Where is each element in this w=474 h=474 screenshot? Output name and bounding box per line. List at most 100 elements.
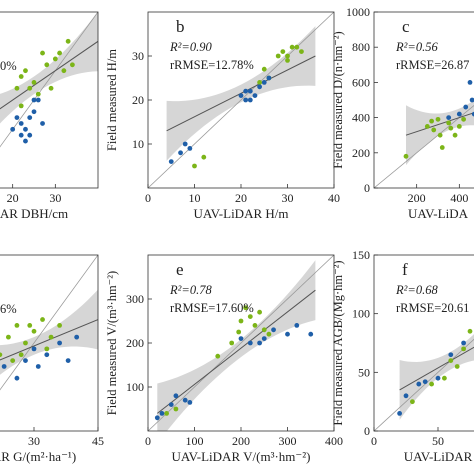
blue-point xyxy=(14,375,20,381)
x-axis-label: UAV-LiDAR V/(m³·hm⁻²) xyxy=(171,449,310,464)
green-point xyxy=(201,154,207,160)
green-point xyxy=(10,358,16,363)
green-point xyxy=(275,53,281,59)
rrmse-annotation: rRMSE=26.87 xyxy=(396,58,469,72)
panel-letter: f xyxy=(402,260,408,279)
blue-point xyxy=(238,336,244,341)
confidence-band xyxy=(157,260,316,431)
green-point xyxy=(456,124,462,129)
y-tick-label: 30 xyxy=(132,49,144,63)
green-point xyxy=(452,132,458,138)
green-point xyxy=(243,305,249,311)
green-point xyxy=(252,323,258,328)
rrmse-annotation: 0% xyxy=(0,59,17,73)
green-point xyxy=(429,118,434,124)
green-point xyxy=(44,62,50,68)
one-to-one-line xyxy=(148,12,334,188)
green-point xyxy=(48,334,54,340)
green-point xyxy=(40,317,45,322)
blue-point xyxy=(14,115,20,120)
blue-point xyxy=(446,115,452,120)
blue-point xyxy=(168,402,174,407)
blue-point xyxy=(422,379,428,385)
one-to-one-line xyxy=(374,338,474,431)
r2-annotation: R²=0.68 xyxy=(395,283,438,297)
fit-line xyxy=(0,319,98,361)
green-point xyxy=(35,91,41,97)
blue-point xyxy=(173,393,179,399)
green-point xyxy=(403,153,409,159)
green-point xyxy=(261,66,267,72)
blue-point xyxy=(182,141,188,147)
y-tick-label: 0 xyxy=(364,181,370,195)
x-axis-label: UAV-LiDA xyxy=(408,206,469,221)
plot-area xyxy=(374,328,474,431)
r2-annotation: R²=0.56 xyxy=(395,40,438,54)
r2-annotation: R²=0.90 xyxy=(169,40,212,54)
y-tick-label: 800 xyxy=(352,40,370,54)
blue-point xyxy=(461,340,466,346)
green-point xyxy=(192,163,197,169)
plot-area xyxy=(374,80,474,188)
green-point xyxy=(236,329,242,335)
green-point xyxy=(14,323,20,328)
y-tick-label: 150 xyxy=(352,248,370,262)
blue-point xyxy=(159,411,165,416)
y-axis-label: Field measured H/m xyxy=(105,49,119,151)
fit-line xyxy=(156,289,316,414)
blue-point xyxy=(266,75,272,81)
x-tick-label: 400 xyxy=(325,434,343,448)
blue-point xyxy=(257,340,262,346)
panel-letter: b xyxy=(176,17,185,36)
green-point xyxy=(442,375,447,381)
blue-point xyxy=(27,132,33,138)
x-tick-label: 30 xyxy=(28,434,40,448)
panel-d: 30 45 AR G/(m²·ha⁻¹) 6% xyxy=(0,254,104,464)
green-point xyxy=(285,58,290,63)
blue-point xyxy=(187,146,193,151)
y-tick-label: 50 xyxy=(358,365,370,379)
green-point xyxy=(40,50,45,56)
blue-point xyxy=(23,358,28,363)
x-tick-label: 400 xyxy=(450,191,468,205)
y-tick-label: 0 xyxy=(364,424,370,438)
green-point xyxy=(18,352,24,358)
blue-point xyxy=(65,358,71,363)
green-point xyxy=(215,353,221,359)
blue-point xyxy=(182,397,188,403)
rrmse-annotation: rRMSE=12.78% xyxy=(170,58,254,72)
x-tick-label: 20 xyxy=(235,191,247,205)
blue-point xyxy=(448,352,454,358)
blue-point xyxy=(463,104,469,110)
x-tick-label: 100 xyxy=(186,434,204,448)
one-to-one-line xyxy=(148,255,334,431)
green-point xyxy=(266,331,272,337)
green-point xyxy=(14,85,20,91)
x-axis-label: UAV-LiDAR H/m xyxy=(194,206,289,221)
blue-point xyxy=(40,121,45,126)
blue-point xyxy=(469,97,474,103)
y-tick-label: 300 xyxy=(126,292,144,306)
y-tick-label: 10 xyxy=(132,137,144,151)
x-tick-label: 50 xyxy=(432,434,444,448)
green-point xyxy=(285,53,290,59)
blue-point xyxy=(243,97,249,103)
panel-c: 200 400 0 200 400 600 800 1000 UAV-LiDA Field mea… xyxy=(331,5,474,221)
green-point xyxy=(467,328,473,334)
blue-point xyxy=(154,415,160,421)
panel-letter: e xyxy=(176,260,184,279)
plot-area xyxy=(148,255,334,431)
blue-point xyxy=(27,115,33,120)
blue-point xyxy=(74,334,80,340)
green-point xyxy=(27,85,33,91)
x-tick-label: 200 xyxy=(408,191,426,205)
y-tick-label: 20 xyxy=(132,93,144,107)
blue-point xyxy=(257,84,262,90)
x-tick-label: 45 xyxy=(92,434,104,448)
fit-line xyxy=(0,40,98,110)
blue-point xyxy=(247,97,253,103)
fit-line xyxy=(405,112,474,136)
blue-point xyxy=(31,97,37,103)
x-tick-label: 200 xyxy=(232,434,250,448)
